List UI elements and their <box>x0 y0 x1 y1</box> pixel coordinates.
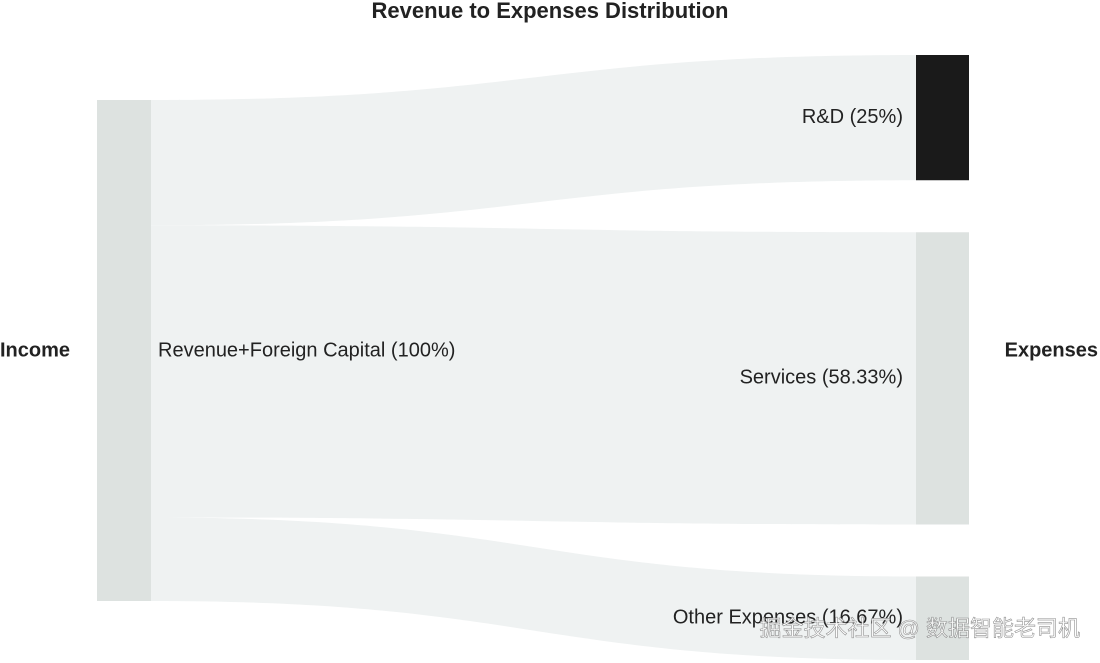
source-node <box>97 100 151 601</box>
flow <box>151 517 916 660</box>
watermark: 掘金技术社区 @ 数据智能老司机 <box>759 616 1080 641</box>
chart-title: Revenue to Expenses Distribution <box>372 0 729 23</box>
left-label: Income <box>0 339 70 361</box>
flow <box>151 55 916 226</box>
target-label: Other Expenses (16.67%) <box>673 607 903 629</box>
flows <box>151 55 916 660</box>
target-label: Services (58.33%) <box>740 367 903 389</box>
target-node <box>916 55 969 181</box>
target-node <box>916 232 969 525</box>
target-node <box>916 576 969 660</box>
target-label: R&D (25%) <box>802 106 903 128</box>
source-label: Revenue+Foreign Capital (100%) <box>158 339 455 361</box>
right-label: Expenses <box>1005 339 1098 361</box>
flow <box>151 225 916 525</box>
